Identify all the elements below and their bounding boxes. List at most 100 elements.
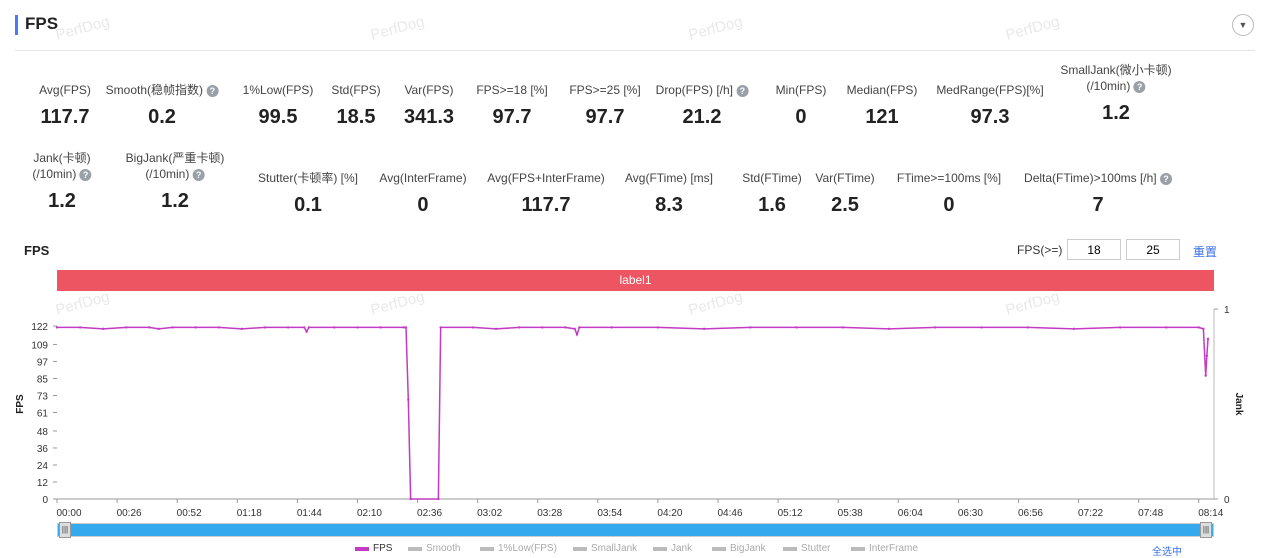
- help-icon[interactable]: ?: [206, 84, 219, 97]
- x-tick-label: 03:28: [537, 508, 562, 519]
- data-point: [471, 326, 475, 329]
- x-tick-label: 06:56: [1018, 508, 1043, 519]
- y-tick-label: 36: [37, 444, 49, 455]
- time-range-slider[interactable]: [57, 523, 1214, 537]
- x-tick-label: 02:10: [357, 508, 382, 519]
- data-point: [407, 398, 410, 401]
- stat-item: Avg(FTime) [ms] 8.3: [625, 170, 713, 217]
- y-tick-label: 24: [37, 461, 49, 472]
- data-point: [1206, 337, 1210, 340]
- x-tick-label: 07:48: [1138, 508, 1163, 519]
- stat-label-unit: (/10min): [32, 167, 77, 181]
- stat-item: Avg(FPS+InterFrame) 117.7: [487, 170, 604, 217]
- x-tick-label: 03:02: [477, 508, 502, 519]
- stat-label: Delta(FTime)>100ms [/h]: [1024, 171, 1157, 185]
- y-tick-label: 48: [37, 427, 49, 438]
- threshold-input-1[interactable]: [1067, 239, 1121, 260]
- x-tick-label: 04:20: [657, 508, 682, 519]
- y-tick-label: 85: [37, 374, 49, 385]
- data-point: [1197, 326, 1200, 329]
- legend-item-smalljank[interactable]: SmallJank: [573, 543, 637, 554]
- data-point: [303, 326, 306, 329]
- data-point: [494, 327, 498, 331]
- data-point: [55, 326, 59, 329]
- stat-value: 0: [417, 194, 429, 216]
- help-icon[interactable]: ?: [192, 168, 205, 181]
- stat-value: 117.7: [521, 194, 571, 216]
- label-bar[interactable]: label1: [57, 270, 1214, 291]
- help-icon[interactable]: ?: [736, 84, 749, 97]
- help-icon[interactable]: ?: [79, 168, 92, 181]
- stat-value: 341.3: [403, 106, 455, 128]
- help-icon[interactable]: ?: [1133, 80, 1146, 93]
- data-point: [307, 326, 311, 329]
- legend-item-1lowfps[interactable]: 1%Low(FPS): [480, 543, 557, 554]
- stat-value: 97.7: [492, 106, 532, 128]
- legend-item-interframe[interactable]: InterFrame: [851, 543, 918, 554]
- stat-label: Avg(FTime) [ms]: [624, 171, 714, 185]
- x-tick-label: 06:04: [898, 508, 923, 519]
- select-all-button[interactable]: 全选中: [1152, 547, 1182, 558]
- stat-label: FTime>=100ms [%]: [896, 171, 1002, 185]
- fps-chart[interactable]: 0 12 24 36 48 61 73 85 97 109 122 0 1 00:00 00:26 00:52…: [0, 295, 1268, 525]
- y2-axis-label: Jank: [1233, 393, 1244, 416]
- x-tick-label: 02:36: [417, 508, 442, 519]
- legend-item-jank[interactable]: Jank: [653, 543, 692, 554]
- data-point: [102, 327, 105, 331]
- stat-label: Avg(FPS+InterFrame): [487, 171, 605, 185]
- y-tick-label: 97: [37, 357, 49, 368]
- data-point: [148, 326, 151, 329]
- data-point: [575, 333, 579, 336]
- stat-value: 1.2: [48, 190, 76, 212]
- y-tick-label: 109: [31, 340, 48, 351]
- threshold-input-2[interactable]: [1126, 239, 1180, 260]
- legend-item-stutter[interactable]: Stutter: [783, 543, 830, 554]
- stat-label: Min(FPS): [775, 83, 827, 97]
- stat-label: SmallJank(微小卡顿): [1060, 63, 1172, 77]
- stat-label: Avg(FPS): [39, 83, 91, 97]
- help-icon[interactable]: ?: [1159, 172, 1172, 185]
- stat-item: Median(FPS) 121: [847, 82, 918, 129]
- reset-button[interactable]: 重置: [1193, 245, 1218, 259]
- slider-handle-left[interactable]: |||: [59, 522, 71, 538]
- stat-value: 2.5: [831, 194, 859, 216]
- x-tick-label: 01:44: [297, 508, 322, 519]
- section-title: FPS: [25, 14, 59, 33]
- legend-item-smooth[interactable]: Smooth: [408, 543, 460, 554]
- stat-item: 1%Low(FPS) 99.5: [243, 82, 314, 129]
- data-point: [541, 326, 544, 329]
- y-tick-label: 73: [37, 391, 49, 402]
- stat-label: Stutter(卡顿率) [%]: [257, 171, 359, 185]
- slider-handle-right[interactable]: |||: [1200, 522, 1212, 538]
- x-tick-label: 00:26: [117, 508, 142, 519]
- stat-label: 1%Low(FPS): [242, 83, 314, 97]
- data-point: [263, 326, 267, 329]
- stat-item: Var(FPS) 341.3: [404, 82, 454, 129]
- data-point: [1072, 327, 1076, 331]
- stat-label: Avg(InterFrame): [379, 171, 467, 185]
- data-point: [409, 497, 412, 501]
- data-point: [702, 327, 706, 331]
- stat-label-unit: (/10min): [1086, 79, 1131, 93]
- legend-marker-icon: [783, 546, 797, 551]
- threshold-label: FPS(>=): [1017, 243, 1063, 257]
- x-tick-label: 04:46: [718, 508, 743, 519]
- stat-value: 121: [865, 106, 899, 128]
- data-point: [980, 326, 983, 329]
- legend-item-fps[interactable]: FPS: [355, 543, 392, 554]
- data-point: [564, 326, 567, 329]
- stat-item: Avg(InterFrame) 0: [379, 170, 466, 217]
- x-tick-label: 03:54: [597, 508, 622, 519]
- stat-item: Std(FPS) 18.5: [331, 82, 380, 129]
- data-point: [749, 326, 752, 329]
- data-point: [578, 326, 581, 329]
- chevron-down-icon[interactable]: ▼: [1232, 14, 1254, 36]
- legend-item-bigjank[interactable]: BigJank: [712, 543, 766, 554]
- data-point: [379, 326, 382, 329]
- data-point: [333, 326, 336, 329]
- x-tick-label: 05:12: [778, 508, 803, 519]
- chart-title: FPS: [24, 243, 50, 258]
- y-axis-label: FPS: [15, 394, 26, 414]
- stat-value: 0.1: [294, 194, 322, 216]
- data-point: [240, 327, 244, 331]
